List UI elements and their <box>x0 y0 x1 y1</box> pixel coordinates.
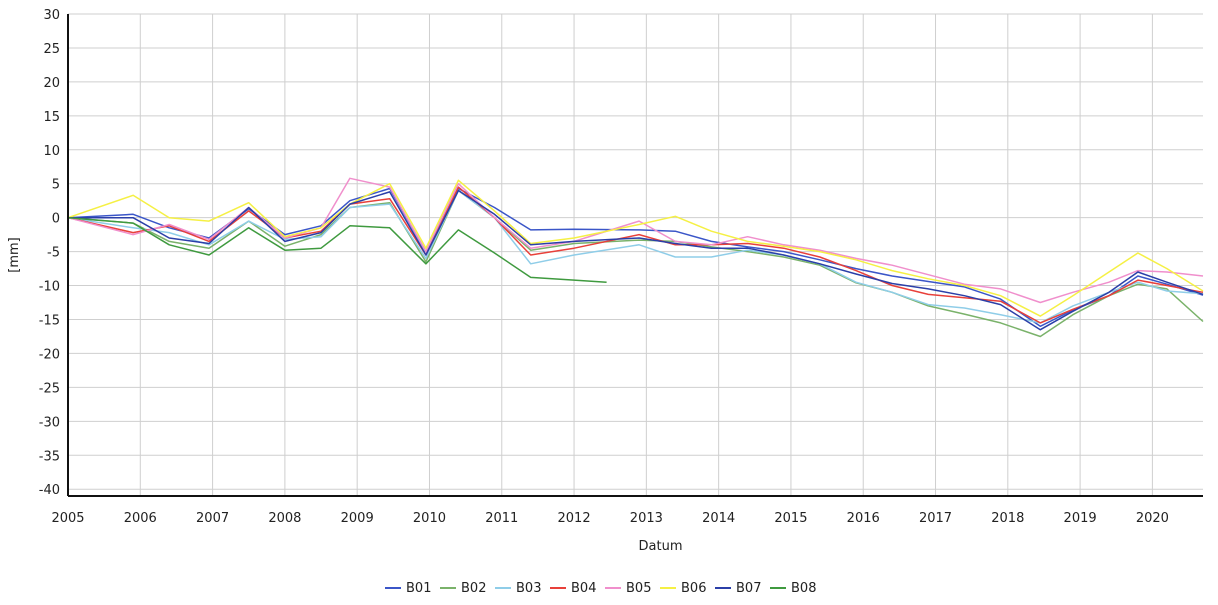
legend-label: B03 <box>516 581 541 596</box>
y-tick-label: 15 <box>43 110 60 125</box>
y-tick-label: 25 <box>43 42 60 57</box>
x-tick-labels: 2005 2006 2007 2008 2009 2010 2011 2012 2013 2014… <box>51 511 1168 526</box>
series-line-b06 <box>67 179 1204 317</box>
x-tick-label: 2012 <box>558 511 591 526</box>
x-tick-label: 2008 <box>268 511 301 526</box>
y-tick-label: 5 <box>52 178 60 193</box>
y-tick-label: -20 <box>39 347 60 362</box>
legend-label: B08 <box>791 581 816 596</box>
x-tick-label: 2016 <box>847 511 880 526</box>
series-line-b01 <box>67 187 1204 328</box>
y-tick-label: -5 <box>47 246 60 261</box>
series-line-b02 <box>67 189 1204 338</box>
x-tick-label: 2019 <box>1064 511 1097 526</box>
x-tick-label: 2020 <box>1136 511 1169 526</box>
y-tick-label: -10 <box>39 280 60 295</box>
y-tick-labels: 30 25 20 15 10 5 0 -5 -10 -15 -20 -25 -30 -35 -40 <box>39 8 60 498</box>
y-tick-label: 30 <box>43 8 60 23</box>
legend-label: B05 <box>626 581 651 596</box>
x-tick-label: 2015 <box>774 511 807 526</box>
legend-item-b02: B02 <box>440 581 486 596</box>
x-tick-label: 2017 <box>919 511 952 526</box>
legend-item-b06: B06 <box>660 581 706 596</box>
legend-label: B02 <box>461 581 486 596</box>
y-tick-label: 0 <box>52 212 60 227</box>
legend-label: B01 <box>406 581 431 596</box>
legend: B01 B02 B03 B04 B05 B06 B07 B08 <box>385 581 816 596</box>
legend-label: B04 <box>571 581 596 596</box>
y-axis-label: [mm] <box>7 237 22 272</box>
y-tick-label: 20 <box>43 76 60 91</box>
x-tick-label: 2007 <box>196 511 229 526</box>
x-axis-label: Datum <box>639 539 683 554</box>
series-line-b07 <box>68 189 1204 331</box>
x-tick-label: 2018 <box>991 511 1024 526</box>
legend-item-b05: B05 <box>605 581 651 596</box>
legend-item-b07: B07 <box>715 581 761 596</box>
legend-label: B06 <box>681 581 706 596</box>
x-tick-label: 2013 <box>630 511 663 526</box>
y-tick-label: -30 <box>39 415 60 430</box>
x-tick-label: 2011 <box>485 511 518 526</box>
y-tick-label: -15 <box>39 313 60 328</box>
x-tick-label: 2005 <box>51 511 84 526</box>
legend-item-b01: B01 <box>385 581 431 596</box>
y-tick-label: 10 <box>43 144 60 159</box>
legend-item-b04: B04 <box>550 581 596 596</box>
series-line-b03 <box>67 189 1204 324</box>
legend-item-b08: B08 <box>770 581 816 596</box>
series-lines <box>67 177 1204 338</box>
x-tick-label: 2006 <box>124 511 157 526</box>
legend-label: B07 <box>736 581 761 596</box>
series-line-b05 <box>67 177 1204 304</box>
x-tick-label: 2009 <box>341 511 374 526</box>
legend-item-b03: B03 <box>495 581 541 596</box>
grid <box>67 13 1203 496</box>
series-line-b08 <box>67 216 607 283</box>
x-tick-label: 2010 <box>413 511 446 526</box>
x-tick-label: 2014 <box>702 511 735 526</box>
y-tick-label: -35 <box>39 449 60 464</box>
y-tick-label: -25 <box>39 381 60 396</box>
y-tick-label: -40 <box>39 483 60 498</box>
